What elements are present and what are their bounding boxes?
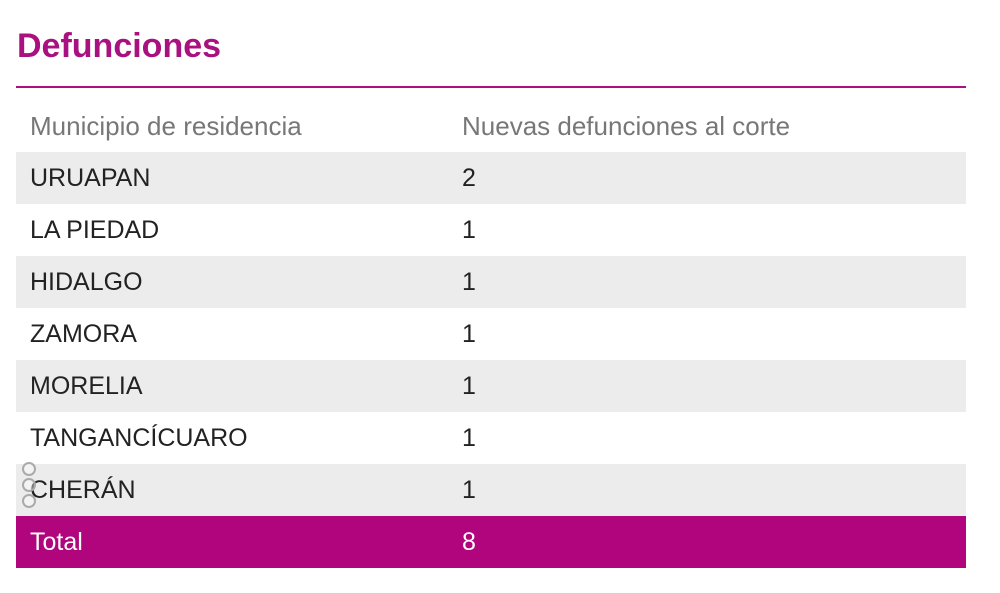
table-row: ZAMORA 1 xyxy=(16,308,966,360)
cell-nuevas: 1 xyxy=(462,475,476,504)
cell-municipio: HIDALGO xyxy=(30,267,143,296)
table-row: TANGANCÍCUARO 1 xyxy=(16,412,966,464)
cell-municipio: URUAPAN xyxy=(30,163,151,192)
table-header-row: Municipio de residencia Nuevas defuncion… xyxy=(16,100,966,152)
table-row: CHERÁN 1 xyxy=(16,464,966,516)
handle-dot-icon xyxy=(22,462,36,476)
header-municipio: Municipio de residencia xyxy=(30,110,302,141)
table-row: URUAPAN 2 xyxy=(16,152,966,204)
handle-dot-icon xyxy=(22,494,36,508)
table-total-row: Total 8 xyxy=(16,516,966,568)
table-row: MORELIA 1 xyxy=(16,360,966,412)
cell-nuevas: 1 xyxy=(462,215,476,244)
deaths-table: Municipio de residencia Nuevas defuncion… xyxy=(16,100,966,568)
cell-municipio: TANGANCÍCUARO xyxy=(30,423,248,452)
cell-nuevas: 1 xyxy=(462,423,476,452)
cell-nuevas: 1 xyxy=(462,319,476,348)
cell-municipio: CHERÁN xyxy=(30,475,136,504)
drag-handle-icon[interactable] xyxy=(22,462,38,508)
total-value: 8 xyxy=(462,527,476,556)
cell-municipio: MORELIA xyxy=(30,371,143,400)
page-title: Defunciones xyxy=(17,27,222,65)
cell-nuevas: 1 xyxy=(462,371,476,400)
header-nuevas-defunciones: Nuevas defunciones al corte xyxy=(462,110,791,141)
table-row: LA PIEDAD 1 xyxy=(16,204,966,256)
cell-nuevas: 2 xyxy=(462,163,476,192)
total-label: Total xyxy=(30,527,83,556)
handle-dot-icon xyxy=(22,478,36,492)
title-divider xyxy=(16,86,966,88)
cell-municipio: LA PIEDAD xyxy=(30,215,160,244)
table-row: HIDALGO 1 xyxy=(16,256,966,308)
cell-nuevas: 1 xyxy=(462,267,476,296)
cell-municipio: ZAMORA xyxy=(30,319,137,348)
